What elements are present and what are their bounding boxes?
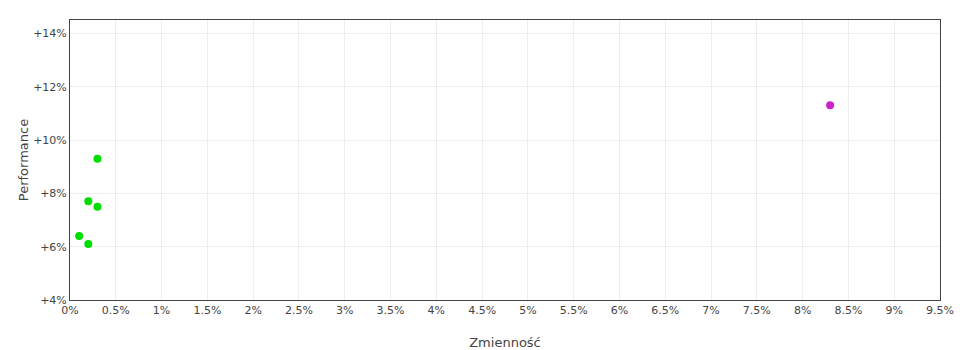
svg-text:8%: 8%	[794, 304, 811, 317]
svg-text:+12%: +12%	[33, 81, 67, 94]
svg-text:9.5%: 9.5%	[926, 304, 954, 317]
svg-text:Zmienność: Zmienność	[469, 335, 541, 350]
svg-text:4%: 4%	[428, 304, 445, 317]
svg-text:0%: 0%	[61, 304, 78, 317]
svg-text:3.5%: 3.5%	[377, 304, 405, 317]
svg-text:+8%: +8%	[40, 187, 67, 200]
svg-text:5%: 5%	[519, 304, 536, 317]
svg-text:Performance: Performance	[16, 119, 31, 201]
svg-text:+6%: +6%	[40, 241, 67, 254]
svg-text:5.5%: 5.5%	[560, 304, 588, 317]
svg-text:2.5%: 2.5%	[285, 304, 313, 317]
svg-text:6.5%: 6.5%	[651, 304, 679, 317]
svg-text:1%: 1%	[153, 304, 170, 317]
svg-text:+14%: +14%	[33, 27, 67, 40]
svg-text:9%: 9%	[885, 304, 902, 317]
svg-text:3%: 3%	[336, 304, 353, 317]
svg-text:0.5%: 0.5%	[102, 304, 130, 317]
svg-text:+4%: +4%	[40, 294, 67, 307]
svg-text:1.5%: 1.5%	[193, 304, 221, 317]
svg-text:6%: 6%	[611, 304, 628, 317]
svg-text:2%: 2%	[244, 304, 261, 317]
svg-text:+10%: +10%	[33, 134, 67, 147]
svg-text:7.5%: 7.5%	[743, 304, 771, 317]
svg-text:8.5%: 8.5%	[834, 304, 862, 317]
svg-text:7%: 7%	[702, 304, 719, 317]
svg-text:4.5%: 4.5%	[468, 304, 496, 317]
